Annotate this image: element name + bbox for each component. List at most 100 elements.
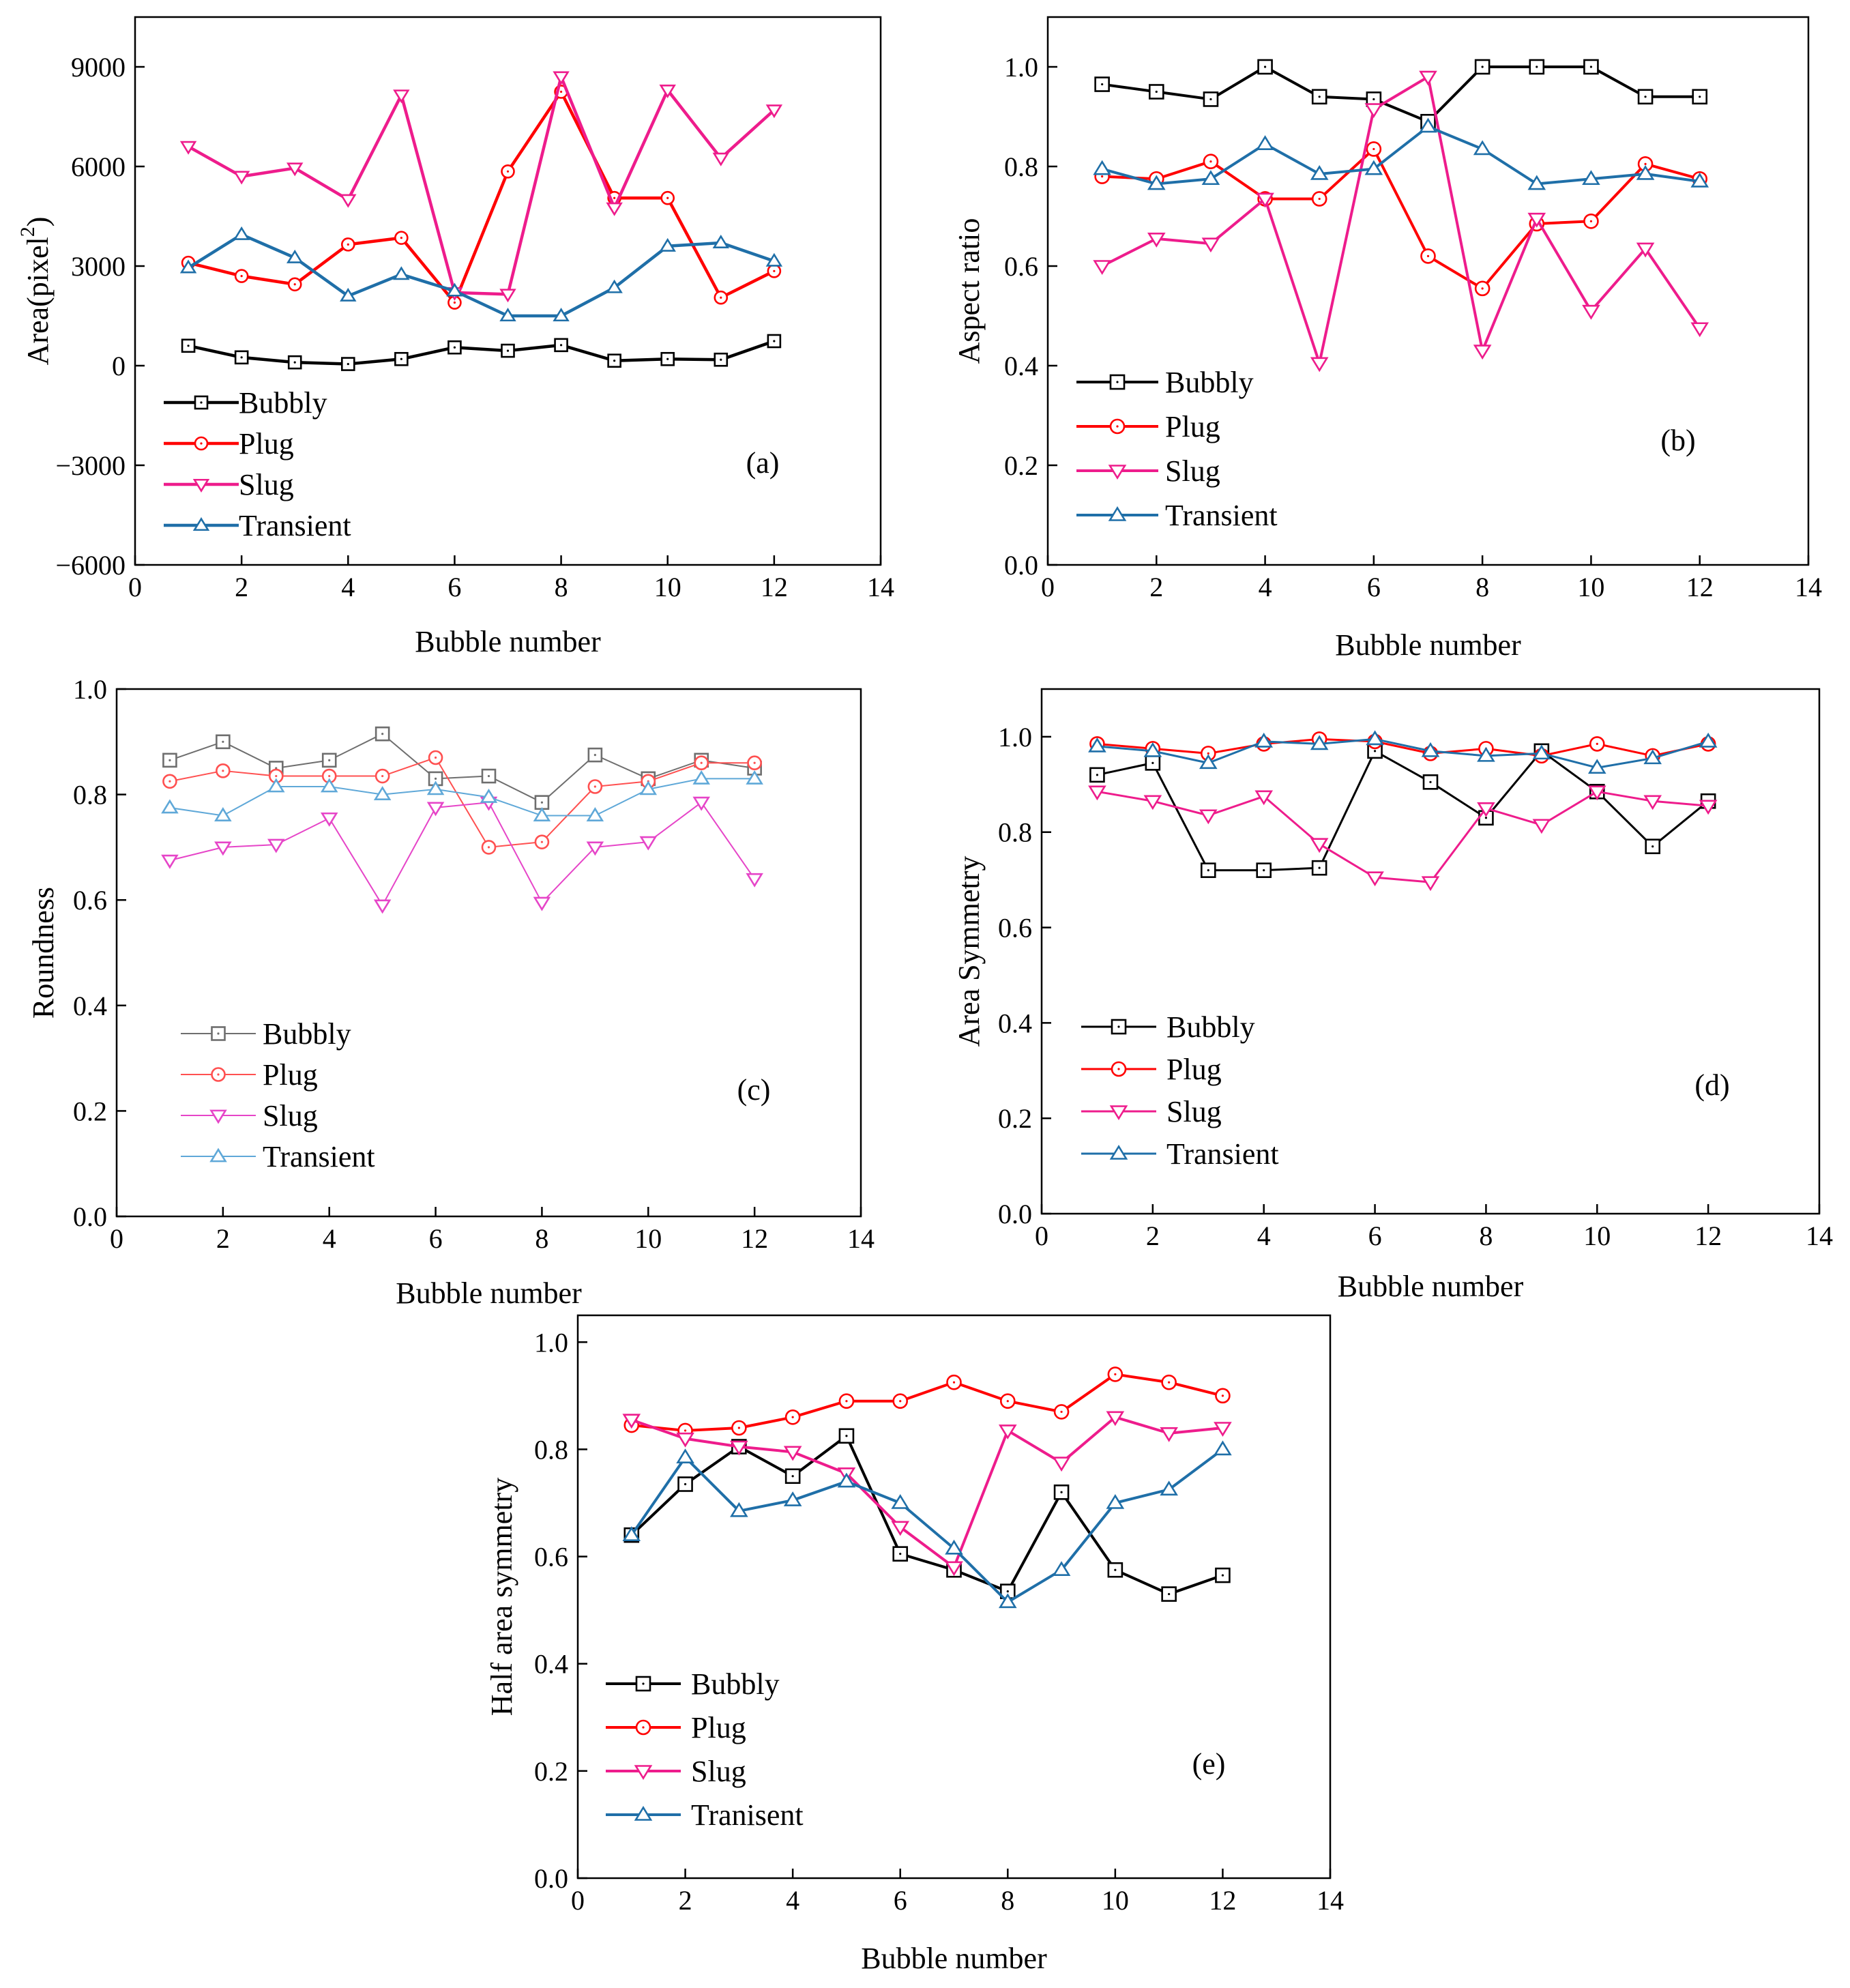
data-point-transient xyxy=(692,770,710,785)
y-tick-label: 0.0 xyxy=(998,1199,1032,1229)
x-axis-title: Bubble number xyxy=(1335,628,1521,662)
series-line-plug xyxy=(1102,147,1701,290)
data-point-bubbly-dot xyxy=(1114,1568,1117,1571)
data-point-transient xyxy=(1254,732,1274,748)
data-point-slug xyxy=(692,796,710,811)
data-point-slug xyxy=(765,104,783,119)
data-point-transient xyxy=(373,786,392,801)
y-tick-label: 0.8 xyxy=(73,780,107,810)
data-point-slug xyxy=(1421,876,1440,892)
data-point-bubbly-dot xyxy=(791,1475,794,1478)
y-axis-title: Area(pixel2) xyxy=(16,217,55,366)
data-point-bubbly-dot xyxy=(1481,65,1484,68)
data-point-plug-dot xyxy=(613,196,616,199)
legend-marker xyxy=(634,1765,653,1780)
data-point-bubbly-dot xyxy=(240,356,243,359)
data-point-slug xyxy=(1643,795,1662,810)
legend-marker-dot xyxy=(642,1682,645,1685)
data-point-plug-dot xyxy=(773,269,776,272)
x-tick-label: 6 xyxy=(894,1885,907,1916)
data-point-tranisent xyxy=(1160,1480,1178,1496)
data-point-transient xyxy=(1527,175,1546,190)
plot-frame xyxy=(134,16,882,566)
data-point-slug xyxy=(676,1432,694,1448)
legend-marker-dot xyxy=(1116,381,1119,383)
legend-marker-dot xyxy=(200,442,203,445)
data-point-tranisent xyxy=(837,1472,856,1488)
data-point-slug xyxy=(998,1424,1017,1439)
panel-d: 0 2 4 6 8 10 12 14 0.0 0.2 0.4 0.6 0.8 1.0 Bubble numb… xyxy=(952,688,1833,1303)
legend-item-bubbly: Bubbly xyxy=(181,1017,351,1051)
data-point-plug-dot xyxy=(593,785,596,788)
legend-item-transient: Transient xyxy=(1076,499,1278,532)
data-point-slug xyxy=(1147,233,1166,248)
data-point-transient xyxy=(480,788,498,803)
y-tick-label: 0.4 xyxy=(1004,351,1038,381)
panel-a: 0 2 4 6 8 10 12 14 −6000 −3000 0 3000 6000 9000 Bubble… xyxy=(16,16,894,658)
data-point-transient xyxy=(1582,170,1600,186)
y-tick-label: 1.0 xyxy=(998,722,1032,752)
series-line-transient xyxy=(1102,125,1700,186)
y-tick-label: 3000 xyxy=(71,251,126,282)
series-line-transient xyxy=(169,778,755,817)
data-point-plug-dot xyxy=(328,774,331,778)
data-point-plug-dot xyxy=(1168,1381,1171,1384)
data-point-plug-dot xyxy=(240,275,243,278)
data-point-slug xyxy=(622,1414,641,1429)
legend: Bubbly Plug Slug Transient xyxy=(164,386,351,542)
x-tick-label: 8 xyxy=(1479,1220,1493,1251)
legend-marker-dot xyxy=(642,1726,645,1729)
y-tick-label: 0.4 xyxy=(534,1649,568,1680)
data-point-transient xyxy=(1636,164,1655,180)
data-point-slug xyxy=(586,841,604,856)
legend: Bubbly Plug Slug Transient xyxy=(1076,366,1278,532)
data-point-bubbly-dot xyxy=(1318,96,1321,98)
data-point-bubbly-dot xyxy=(487,774,490,778)
series-transient xyxy=(1093,117,1709,190)
y-tick-label: 0.4 xyxy=(998,1008,1032,1038)
x-axis-title: Bubble number xyxy=(1338,1270,1524,1303)
series-slug xyxy=(1093,70,1709,372)
legend-item-slug: Slug xyxy=(181,1099,318,1132)
data-point-plug-dot xyxy=(559,90,563,93)
data-point-slug xyxy=(553,71,570,85)
data-point-transient xyxy=(1147,175,1166,190)
data-point-tranisent xyxy=(676,1448,694,1464)
series-line-bubbly xyxy=(188,339,775,366)
panel-b: 0 2 4 6 8 10 12 14 0.0 0.2 0.4 0.6 0.8 1.0 Bubble numb… xyxy=(952,16,1822,662)
series-line-bubbly xyxy=(169,733,755,804)
data-point-bubbly-dot xyxy=(1651,845,1654,848)
y-tick-label: 1.0 xyxy=(1004,52,1038,83)
data-point-plug-dot xyxy=(1101,175,1104,178)
data-point-transient xyxy=(586,807,604,821)
data-point-transient xyxy=(1366,730,1384,746)
data-point-bubbly-dot xyxy=(293,361,296,364)
data-point-bubbly-dot xyxy=(720,358,722,361)
data-point-tranisent xyxy=(622,1526,641,1541)
plot-frame xyxy=(115,688,862,1218)
data-point-transient xyxy=(1310,735,1329,750)
data-point-slug xyxy=(1366,871,1384,887)
data-point-slug xyxy=(1310,357,1329,372)
data-point-slug xyxy=(1310,838,1329,853)
legend-label: Plug xyxy=(239,427,294,461)
data-point-slug xyxy=(1532,819,1551,834)
x-tick-label: 2 xyxy=(679,1885,692,1916)
x-tick-label: 2 xyxy=(235,572,248,602)
data-point-slug xyxy=(1477,802,1495,817)
y-tick-label: 0.6 xyxy=(1004,251,1038,282)
series-line-plug xyxy=(188,90,775,304)
y-tick-label: 0.0 xyxy=(534,1863,568,1894)
y-tick-label: 0.6 xyxy=(73,885,107,916)
data-point-plug-dot xyxy=(487,846,490,849)
x-tick-label: 4 xyxy=(1259,572,1272,602)
series-line-slug xyxy=(187,75,776,296)
data-point-tranisent xyxy=(998,1593,1017,1609)
data-point-plug-dot xyxy=(1221,1394,1224,1397)
x-tick-label: 0 xyxy=(1041,572,1055,602)
data-point-slug xyxy=(1364,103,1383,119)
data-point-slug xyxy=(267,838,285,853)
data-point-slug xyxy=(606,202,623,216)
legend-marker xyxy=(1108,506,1127,521)
series-line-plug xyxy=(169,757,755,848)
